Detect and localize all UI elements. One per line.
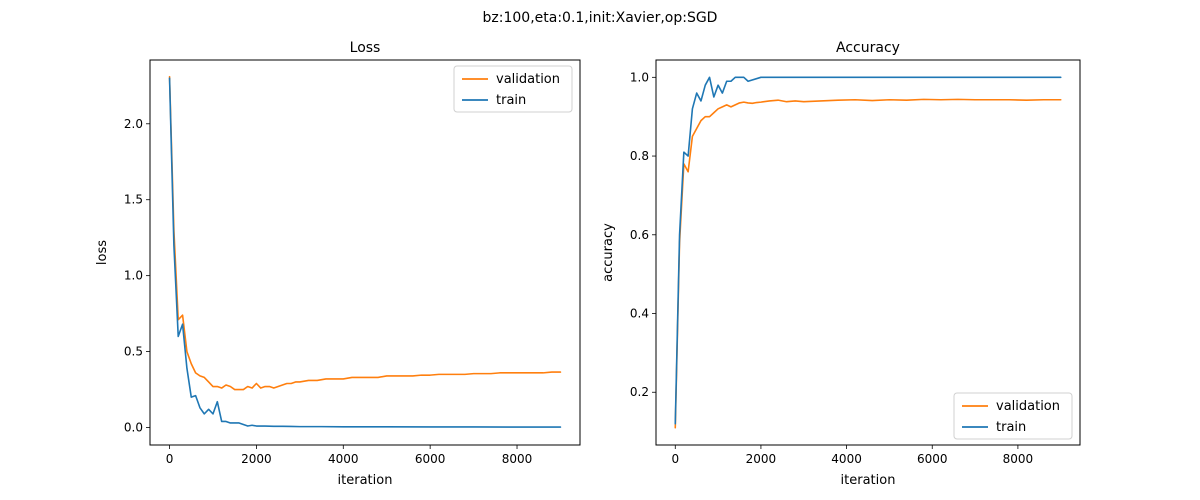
loss-legend-label-train: train [496, 93, 526, 108]
accuracy-y-axis-label: accuracy [601, 223, 616, 282]
loss-x-axis-label: iteration [338, 473, 393, 488]
loss-x-tick-label: 6000 [415, 452, 446, 466]
loss-y-tick-label: 0.0 [124, 421, 143, 435]
accuracy-series-validation-line [674, 98, 1062, 429]
loss-x-tick-label: 4000 [328, 452, 359, 466]
loss-legend: validation train [453, 65, 573, 113]
loss-series-train-line [168, 77, 562, 428]
loss-series-validation-line [168, 75, 562, 391]
loss-chart-title: Loss [350, 40, 381, 56]
accuracy-legend-label-validation: validation [996, 399, 1060, 414]
accuracy-axes-frame [655, 59, 1081, 446]
accuracy-x-tick-label: 8000 [1003, 452, 1034, 466]
loss-series-group [168, 75, 562, 428]
loss-y-tick-label: 2.0 [124, 117, 143, 131]
accuracy-x-tick-label: 2000 [746, 452, 777, 466]
accuracy-series-group [674, 76, 1062, 429]
accuracy-y-tick-label: 0.2 [630, 385, 649, 399]
loss-x-tick-label: 8000 [502, 452, 533, 466]
accuracy-x-axis-label: iteration [841, 473, 896, 488]
accuracy-y-tick-label: 0.4 [630, 307, 649, 321]
accuracy-chart-title: Accuracy [836, 40, 900, 56]
accuracy-x-tick-label: 0 [671, 452, 679, 466]
loss-axes: Loss 0 2000 4000 6000 8000 0.0 0.5 1.0 1.5 2.0 iter… [95, 40, 581, 488]
accuracy-legend-label-train: train [996, 420, 1026, 435]
loss-y-tick-label: 1.5 [124, 193, 143, 207]
accuracy-y-tick-label: 1.0 [630, 70, 649, 84]
figure-title: bz:100,eta:0.1,init:Xavier,op:SGD [483, 10, 718, 26]
accuracy-axes: Accuracy 0 2000 4000 6000 8000 0.2 0.4 0.6 0.8 1.0… [601, 40, 1081, 488]
accuracy-y-tick-label: 0.8 [630, 149, 649, 163]
accuracy-x-tick-label: 6000 [917, 452, 948, 466]
loss-y-tick-label: 1.0 [124, 269, 143, 283]
accuracy-x-tick-label: 4000 [831, 452, 862, 466]
loss-y-tick-label: 0.5 [124, 345, 143, 359]
accuracy-y-tick-label: 0.6 [630, 228, 649, 242]
loss-x-tick-label: 0 [166, 452, 174, 466]
accuracy-legend: validation train [953, 392, 1073, 440]
loss-axes-frame [149, 59, 581, 446]
loss-y-axis-label: loss [95, 240, 110, 265]
loss-legend-label-validation: validation [496, 72, 560, 87]
loss-x-tick-label: 2000 [241, 452, 272, 466]
accuracy-series-train-line [674, 76, 1062, 425]
